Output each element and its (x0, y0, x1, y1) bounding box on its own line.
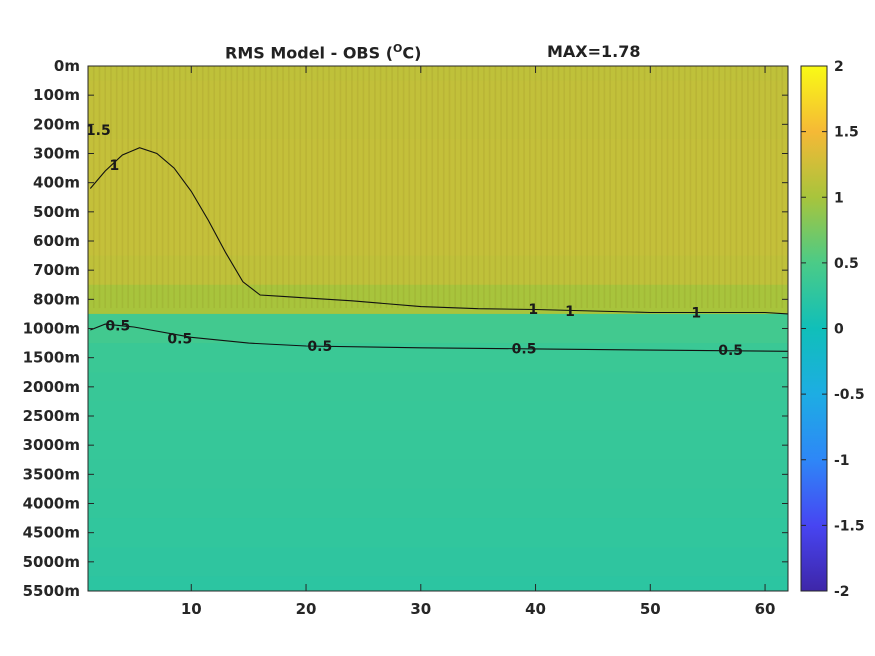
colorbar-ticks: 2 1.5 1 0.5 0 -0.5 -1 -1.5 -2 (801, 59, 865, 600)
contour-label: 1 (528, 302, 538, 318)
heat-band (88, 372, 788, 402)
x-tick-label: 20 (296, 600, 317, 618)
contour-lines (89, 147, 788, 352)
colorbar-tick-label: -0.5 (834, 387, 865, 403)
contour-label: 1 (565, 304, 575, 320)
contour-0-5 (90, 323, 788, 352)
contour-label: 1.5 (86, 123, 111, 139)
contour-labels: 1.5 1 0.5 0.5 0.5 0.5 0.5 1 1 1 (86, 123, 743, 359)
contour-label: 0.5 (718, 343, 743, 359)
y-tick-label: 4000m (23, 495, 80, 513)
title-unit: C) (402, 43, 422, 63)
heat-band (88, 138, 788, 169)
heatmap-field (88, 66, 788, 591)
heat-band (88, 430, 788, 461)
y-tick-label: 2000m (23, 378, 80, 396)
heat-band (88, 109, 788, 140)
y-tick-label: 4500m (23, 524, 80, 542)
colorbar-tick-label: 1 (834, 190, 844, 206)
heat-band (88, 459, 788, 490)
colorbar-tick-label: 2 (834, 59, 844, 75)
y-tick-label: 200m (33, 115, 80, 133)
x-tick-label: 30 (410, 600, 431, 618)
y-tick-label: 3500m (23, 465, 80, 483)
x-tick-label: 60 (755, 600, 776, 618)
y-tick-label: 1500m (23, 349, 80, 367)
heat-band (88, 518, 788, 548)
y-tick-label: 2500m (23, 407, 80, 425)
x-tick-label: 10 (181, 600, 202, 618)
y-tick-label: 400m (33, 174, 80, 192)
y-tick-label: 1000m (23, 320, 80, 338)
heat-band (88, 488, 788, 519)
y-axis: 0m 100m 200m 300m 400m 500m 600m 700m 800m 1000m 1… (23, 57, 788, 600)
heat-band (88, 168, 788, 198)
title-degree: O (393, 42, 403, 55)
heat-band (88, 401, 788, 432)
x-axis: 10 20 30 40 50 60 (181, 66, 776, 618)
heat-band (88, 66, 788, 82)
contour-label: 1 (110, 158, 120, 174)
y-tick-label: 600m (33, 232, 80, 250)
colorbar-tick-label: 1.5 (834, 125, 859, 141)
colorbar-tick-label: -1.5 (834, 518, 865, 534)
contour-1 (89, 147, 788, 315)
contour-label: 0.5 (307, 339, 332, 355)
y-tick-label: 5000m (23, 553, 80, 571)
colorbar-tick-label: -1 (834, 453, 850, 469)
x-tick-label: 40 (525, 600, 546, 618)
heat-band (88, 284, 788, 315)
colorbar-tick-label: 0 (834, 322, 844, 338)
heat-band (88, 547, 788, 577)
y-tick-label: 500m (33, 203, 80, 221)
heat-band (88, 576, 788, 591)
contour-label: 0.5 (512, 341, 537, 357)
heat-band (88, 255, 788, 286)
heat-band (88, 226, 788, 257)
max-label: MAX=1.78 (547, 42, 641, 61)
title-main: RMS Model - OBS ( (225, 43, 394, 63)
y-tick-label: 3000m (23, 436, 80, 454)
contour-label: 1 (691, 305, 701, 321)
heat-band (88, 197, 788, 227)
y-tick-label: 700m (33, 261, 80, 279)
x-tick-label: 50 (640, 600, 661, 618)
y-tick-label: 800m (33, 290, 80, 308)
y-tick-label: 100m (33, 86, 80, 104)
heat-band (88, 313, 788, 344)
heat-band (88, 80, 788, 111)
colorbar-tick-label: -2 (834, 584, 850, 600)
y-tick-label: 0m (54, 57, 80, 75)
colorbar-tick-label: 0.5 (834, 256, 859, 272)
contour-label: 0.5 (105, 319, 130, 335)
y-tick-label: 300m (33, 145, 80, 163)
chart-title: RMS Model - OBS (OC) (225, 42, 421, 62)
y-tick-label: 5500m (23, 582, 80, 600)
contour-label: 0.5 (167, 332, 192, 348)
